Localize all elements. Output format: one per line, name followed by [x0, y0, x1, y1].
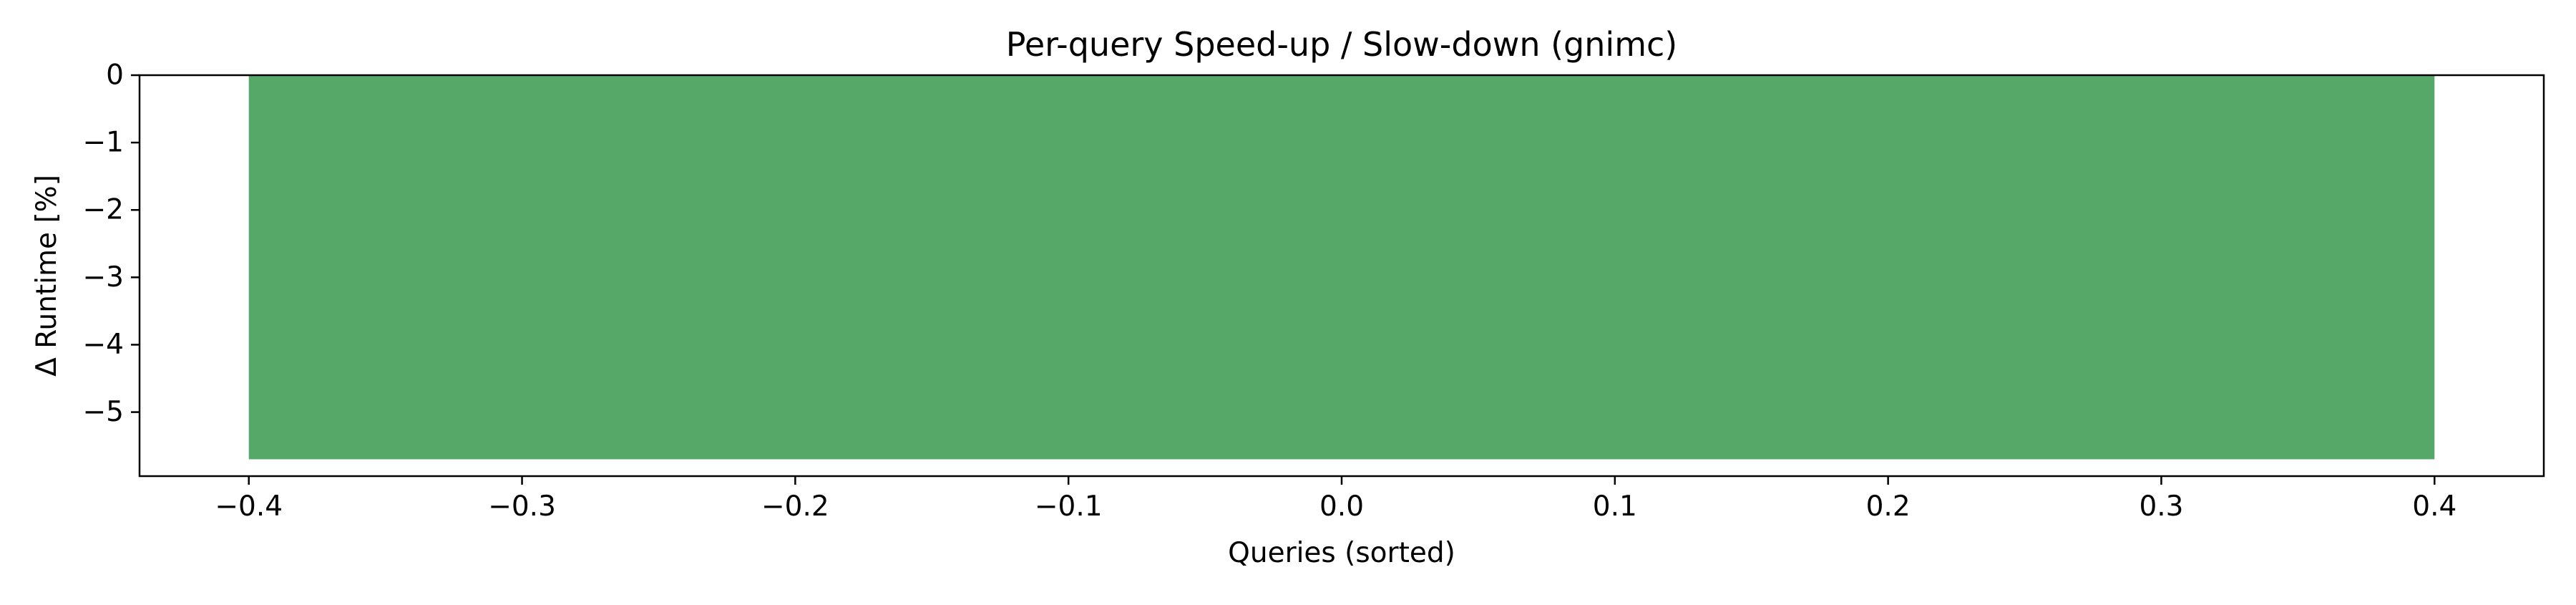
x-tick-label: 0.3: [2139, 490, 2183, 523]
chart-title: Per-query Speed-up / Slow-down (gnimc): [1006, 25, 1678, 64]
y-tick-label: −5: [83, 396, 125, 428]
y-axis-ticks: 0 −1 −2 −3 −4 −5: [83, 59, 140, 428]
plot-area: [248, 75, 2435, 460]
x-tick-label: −0.4: [215, 490, 283, 523]
x-tick-label: 0.1: [1593, 490, 1637, 523]
x-tick-label: 0.4: [2412, 490, 2457, 523]
y-tick-label: −3: [83, 261, 125, 294]
x-tick-label: 0.2: [1866, 490, 1911, 523]
y-tick-label: −4: [83, 329, 125, 361]
bar: [248, 75, 2435, 460]
x-axis-ticks: −0.4 −0.3 −0.2 −0.1 0.0 0.1 0.2 0.3 0.4: [215, 476, 2457, 523]
y-axis-label: Δ Runtime [%]: [31, 175, 63, 377]
x-tick-label: −0.1: [1035, 490, 1103, 523]
x-tick-label: −0.2: [761, 490, 829, 523]
x-tick-label: −0.3: [488, 490, 556, 523]
y-tick-label: −1: [83, 127, 125, 159]
y-tick-label: 0: [106, 59, 124, 92]
x-tick-label: 0.0: [1319, 490, 1364, 523]
x-axis-label: Queries (sorted): [1228, 537, 1455, 569]
y-tick-label: −2: [83, 194, 125, 226]
